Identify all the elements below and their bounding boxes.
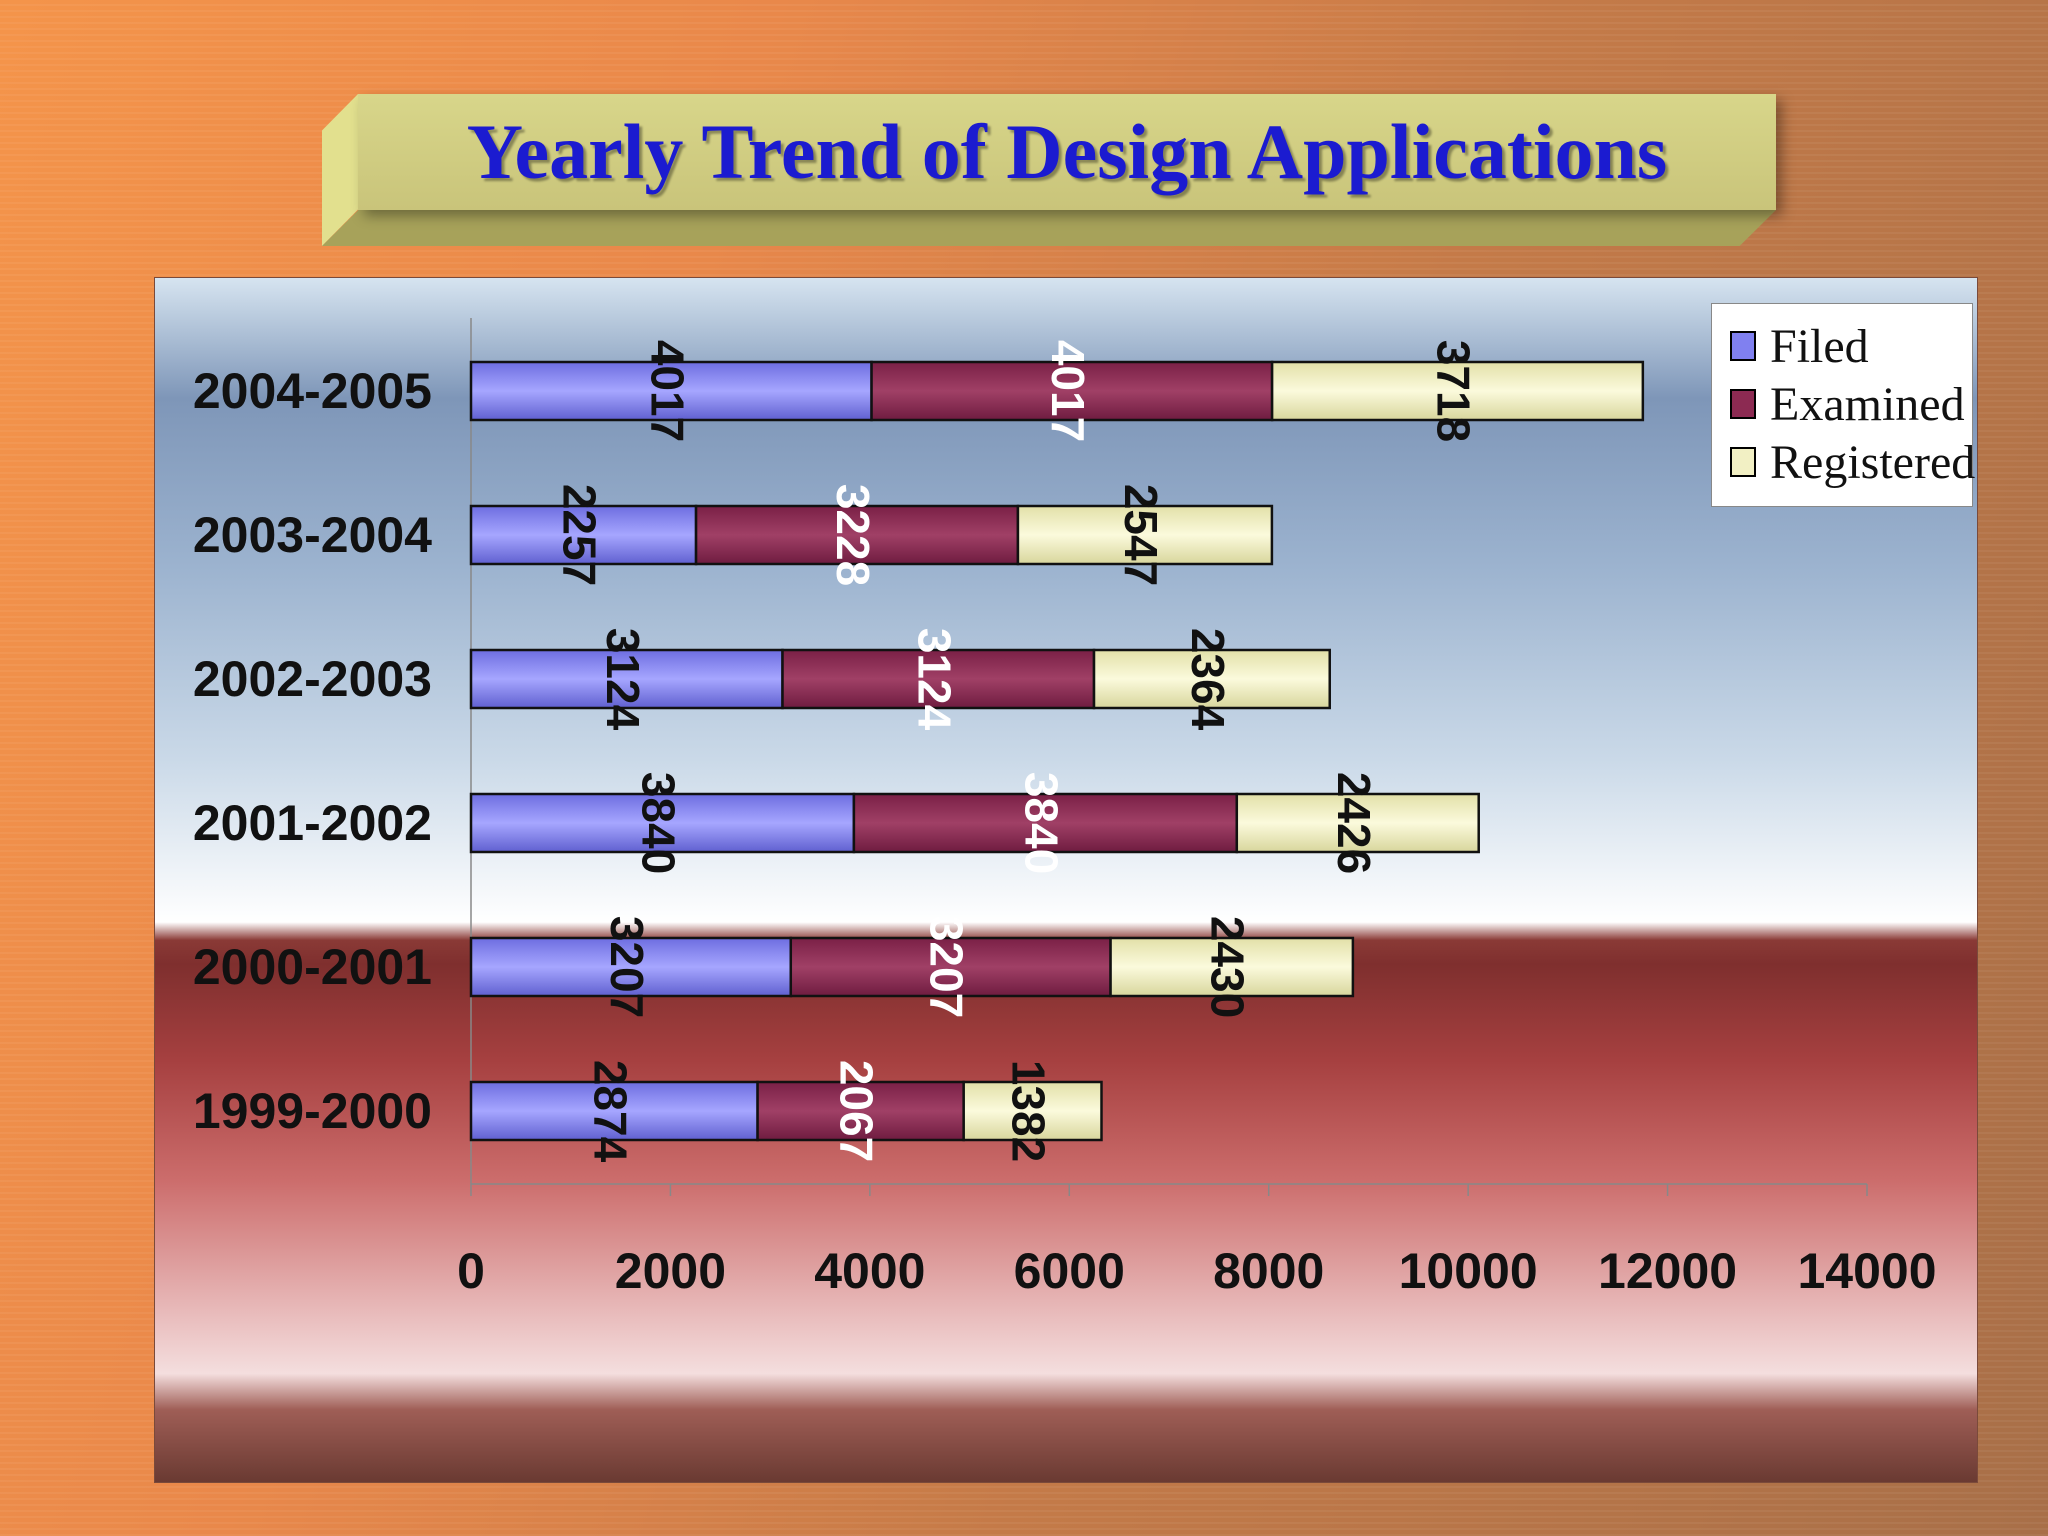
legend-swatch-filed	[1730, 331, 1756, 361]
data-label-filed: 3840	[632, 772, 684, 874]
x-tick-label: 12000	[1598, 1243, 1737, 1299]
legend: Filed Examined Registered	[1711, 303, 1975, 507]
bar-examined	[852, 792, 1239, 854]
x-tick-label: 2000	[615, 1243, 726, 1299]
legend-label-registered: Registered	[1770, 435, 1976, 489]
legend-item-registered: Registered	[1730, 434, 1975, 490]
bar-registered	[962, 1080, 1103, 1142]
category-label: 2003-2004	[193, 507, 432, 563]
legend-label-filed: Filed	[1770, 319, 1869, 373]
x-tick-label: 6000	[1014, 1243, 1125, 1299]
category-label: 1999-2000	[193, 1083, 432, 1139]
chart-panel	[154, 277, 1978, 1483]
bar-registered	[1092, 648, 1331, 710]
bar-examined	[756, 1080, 965, 1142]
bar-filed	[469, 360, 873, 422]
x-tick-label: 0	[457, 1243, 485, 1299]
legend-swatch-examined	[1730, 389, 1756, 419]
data-label-registered: 1382	[1003, 1060, 1055, 1162]
bar-registered	[1016, 504, 1274, 566]
data-label-examined: 4017	[1042, 340, 1094, 442]
category-label: 2000-2001	[193, 939, 432, 995]
data-label-examined: 3840	[1015, 772, 1067, 874]
data-label-filed: 3207	[601, 916, 653, 1018]
bar-filed	[469, 936, 793, 998]
bar-examined	[870, 360, 1274, 422]
bar-examined	[694, 504, 1020, 566]
category-label: 2004-2005	[193, 363, 432, 419]
title-banner: Yearly Trend of Design Applications	[322, 94, 1776, 246]
legend-swatch-registered	[1730, 447, 1756, 477]
bar-filed	[469, 792, 856, 854]
x-tick-label: 8000	[1213, 1243, 1324, 1299]
x-tick-label: 10000	[1399, 1243, 1538, 1299]
legend-item-examined: Examined	[1730, 376, 1965, 432]
legend-item-filed: Filed	[1730, 318, 1869, 374]
data-label-examined: 3124	[908, 628, 960, 731]
data-label-filed: 4017	[641, 340, 693, 442]
bar-filed	[469, 648, 784, 710]
title-banner-face	[358, 94, 1776, 210]
category-label: 2001-2002	[193, 795, 432, 851]
data-label-registered: 2364	[1182, 628, 1234, 731]
bar-filed	[469, 1080, 759, 1142]
bar-examined	[789, 936, 1112, 998]
bar-registered	[1235, 792, 1480, 854]
data-label-examined: 2067	[831, 1060, 883, 1162]
title-banner-bottom	[322, 210, 1776, 246]
data-label-examined: 3228	[827, 484, 879, 586]
legend-label-examined: Examined	[1770, 377, 1965, 431]
data-label-filed: 3124	[597, 628, 649, 731]
x-tick-label: 14000	[1797, 1243, 1936, 1299]
chart-title: Yearly Trend of Design Applications	[466, 108, 1668, 195]
data-label-registered: 2426	[1328, 772, 1380, 874]
data-label-registered: 2547	[1115, 484, 1167, 586]
category-label: 2002-2003	[193, 651, 432, 707]
bar-registered	[1270, 360, 1645, 422]
data-label-filed: 2874	[584, 1060, 636, 1163]
data-label-registered: 3718	[1427, 340, 1479, 442]
data-label-filed: 2257	[554, 484, 606, 586]
bar-registered	[1109, 936, 1355, 998]
data-label-examined: 3207	[921, 916, 973, 1018]
data-label-registered: 2430	[1202, 916, 1254, 1018]
x-tick-label: 4000	[814, 1243, 925, 1299]
